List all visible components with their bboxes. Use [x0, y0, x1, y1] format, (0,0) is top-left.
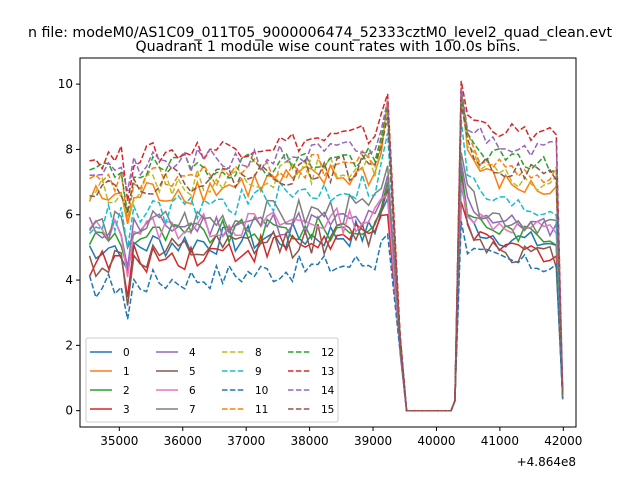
series-layer — [88, 80, 564, 412]
series-line-14 — [89, 87, 564, 412]
x-axis: 35000 36000 37000 38000 39000 40000 41000 42000 — [100, 427, 582, 448]
series-line-15 — [89, 103, 564, 412]
legend-label-9: 9 — [255, 366, 262, 378]
legend-label-7: 7 — [189, 404, 196, 416]
legend-label-14: 14 — [321, 385, 335, 397]
series-line-6 — [88, 181, 564, 412]
series-line-0 — [88, 185, 564, 412]
series-line-1 — [88, 87, 564, 412]
legend-label-4: 4 — [189, 347, 196, 359]
series-line-12 — [89, 93, 564, 412]
chart-title: Quadrant 1 module wise count rates with … — [135, 39, 520, 55]
series-line-7 — [88, 152, 564, 412]
y-tick-label: 10 — [58, 77, 73, 91]
x-tick-label: 35000 — [100, 434, 138, 448]
legend-label-10: 10 — [255, 385, 268, 397]
legend-label-8: 8 — [255, 347, 262, 359]
series-line-10 — [88, 221, 564, 412]
x-tick-label: 36000 — [164, 434, 202, 448]
x-tick-label: 42000 — [544, 434, 582, 448]
legend-label-0: 0 — [123, 347, 130, 359]
series-line-2 — [88, 168, 564, 412]
legend-label-11: 11 — [255, 404, 268, 416]
y-tick-label: 4 — [65, 273, 73, 287]
y-tick-label: 6 — [65, 208, 73, 222]
x-tick-label: 40000 — [417, 434, 455, 448]
legend-label-12: 12 — [321, 347, 334, 359]
y-tick-label: 0 — [65, 404, 73, 418]
legend-label-6: 6 — [189, 385, 196, 397]
y-tick-label: 8 — [65, 142, 73, 156]
legend-label-1: 1 — [123, 366, 130, 378]
x-tick-label: 39000 — [354, 434, 392, 448]
legend-label-13: 13 — [321, 366, 334, 378]
series-line-4 — [88, 162, 564, 412]
x-tick-label: 37000 — [227, 434, 265, 448]
series-line-13 — [89, 80, 564, 412]
x-tick-label: 38000 — [291, 434, 329, 448]
series-line-5 — [88, 175, 564, 412]
y-tick-label: 2 — [65, 338, 73, 352]
x-tick-label: 41000 — [481, 434, 519, 448]
y-axis: 0 2 4 6 8 10 — [58, 77, 80, 418]
x-offset-label: +4.864e8 — [517, 455, 576, 469]
figure-suptitle: n file: modeM0/AS1C09_011T05_9000006474_… — [28, 25, 612, 41]
legend-box — [85, 337, 339, 423]
axes-frame — [79, 57, 577, 428]
legend-label-2: 2 — [123, 385, 130, 397]
series-line-9 — [88, 119, 564, 412]
legend-label-5: 5 — [189, 366, 196, 378]
legend-label-3: 3 — [123, 404, 130, 416]
legend-label-15: 15 — [321, 404, 334, 416]
series-line-3 — [88, 201, 564, 412]
